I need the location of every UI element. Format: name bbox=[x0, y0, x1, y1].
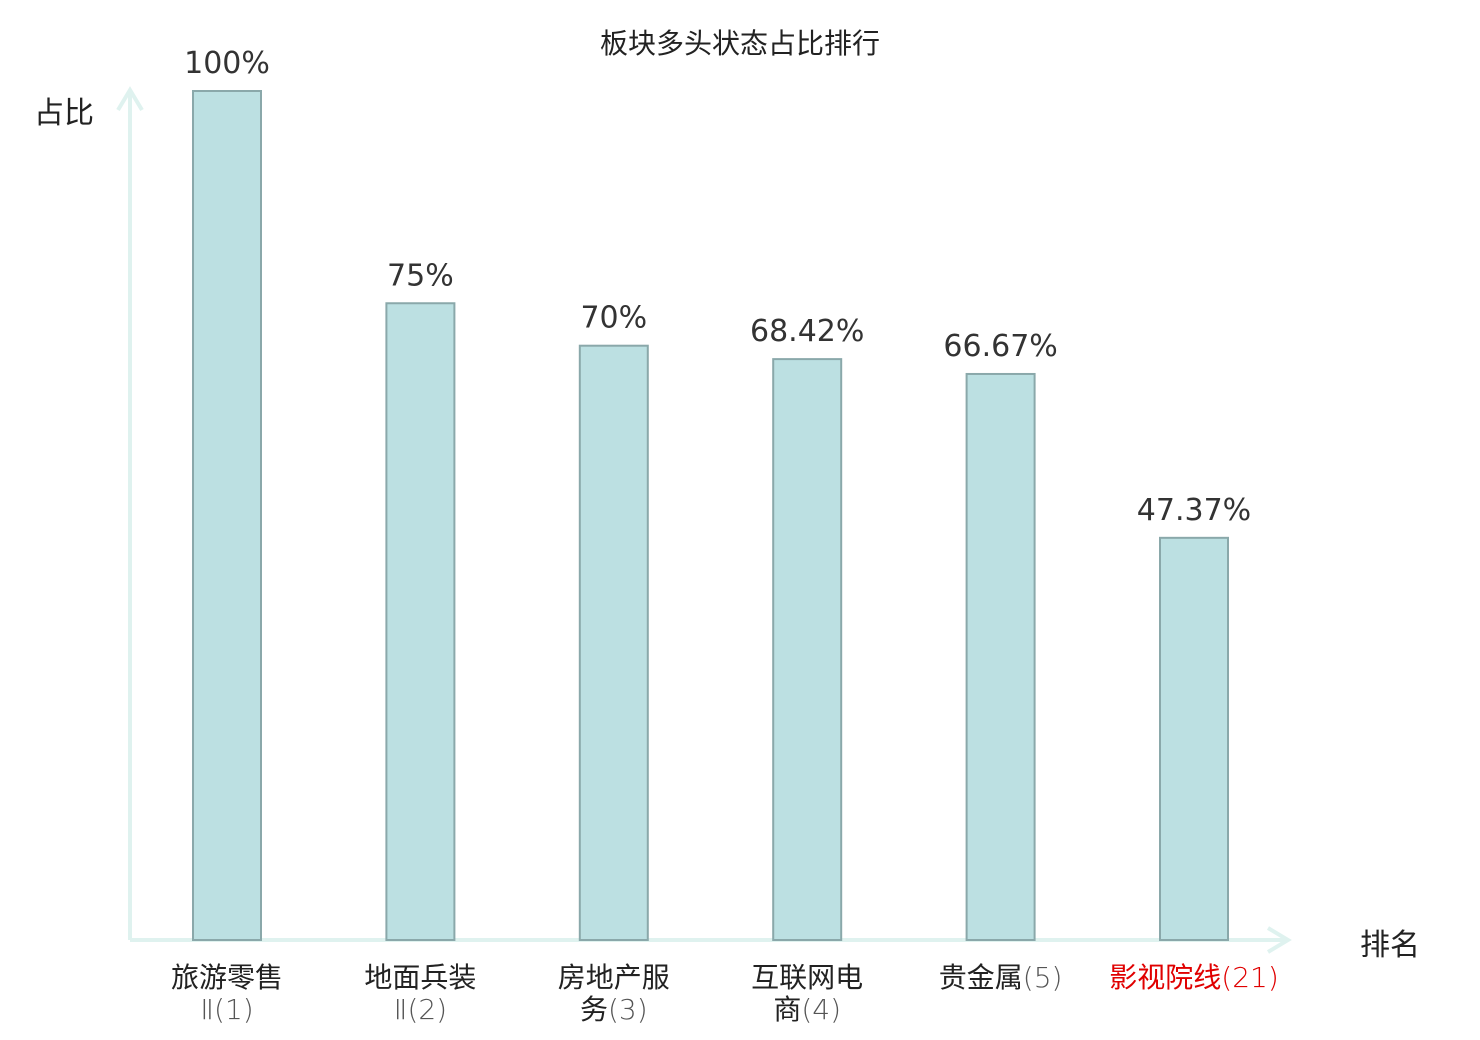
category-label-line: 务(3) bbox=[579, 993, 648, 1026]
bar-4 bbox=[772, 358, 843, 941]
category-label-line: 互联网电 bbox=[751, 961, 864, 994]
bars bbox=[192, 90, 1229, 942]
x-axis-arrow bbox=[1266, 926, 1292, 954]
bar-5 bbox=[965, 372, 1036, 942]
y-axis-arrow bbox=[116, 86, 144, 112]
category-label-line: 旅游零售 bbox=[170, 961, 283, 994]
value-label-2: 75% bbox=[387, 258, 454, 293]
category-label-line: 地面兵装 bbox=[364, 961, 477, 994]
y-axis-label: 占比 bbox=[34, 96, 94, 131]
value-label-3: 70% bbox=[580, 301, 647, 336]
axes bbox=[116, 86, 1292, 954]
category-label-line: 商(4) bbox=[773, 993, 842, 1026]
bar-1 bbox=[192, 90, 262, 941]
value-label-1: 100% bbox=[184, 46, 270, 81]
value-labels: 100% 75% 70% 68.42% 66.67% 47.37% bbox=[184, 46, 1251, 528]
category-label-line: 影视院线(21) bbox=[1109, 961, 1279, 994]
category-label-6: 影视院线(21) bbox=[1099, 962, 1289, 994]
category-label-2: 地面兵装 Ⅱ(2) bbox=[325, 962, 515, 1026]
value-label-6: 47.37% bbox=[1137, 493, 1251, 528]
category-label-3: 房地产服 务(3) bbox=[519, 962, 709, 1026]
bar-6 bbox=[1159, 536, 1229, 941]
category-label-line: 房地产服 bbox=[557, 961, 670, 994]
chart-title: 板块多头状态占比排行 bbox=[599, 27, 880, 60]
value-label-4: 68.42% bbox=[750, 314, 864, 349]
category-label-4: 互联网电 商(4) bbox=[712, 962, 902, 1026]
category-label-1: 旅游零售 Ⅱ(1) bbox=[132, 962, 322, 1026]
value-label-5: 66.67% bbox=[943, 329, 1057, 364]
bar-2 bbox=[385, 302, 456, 941]
category-label-line: Ⅱ(1) bbox=[200, 993, 254, 1026]
category-label-line: Ⅱ(2) bbox=[393, 993, 448, 1026]
bar-3 bbox=[578, 344, 649, 941]
category-label-5: 贵金属(5) bbox=[906, 962, 1096, 994]
category-label-line: 贵金属(5) bbox=[938, 961, 1063, 994]
x-axis-label: 排名 bbox=[1360, 928, 1420, 963]
